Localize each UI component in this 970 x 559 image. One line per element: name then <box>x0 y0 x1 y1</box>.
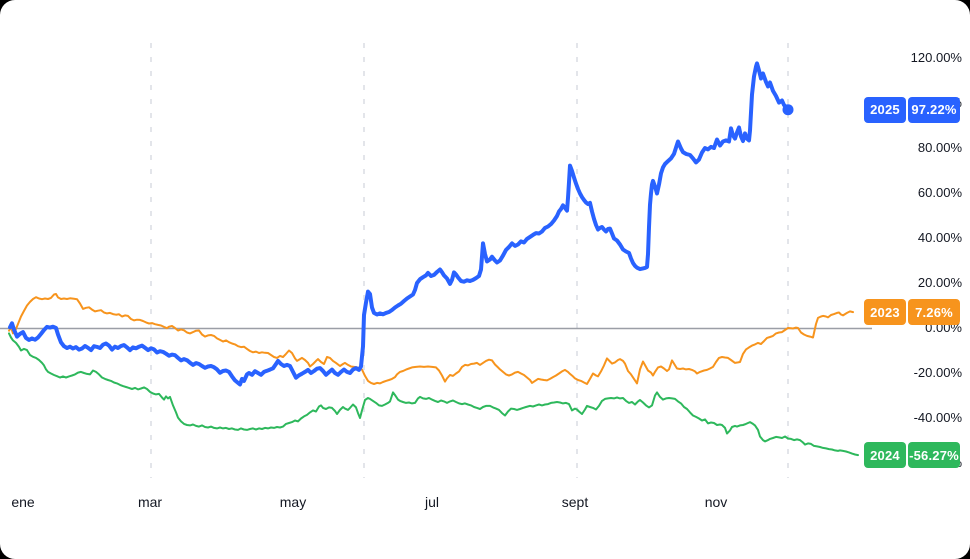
series-line-2025 <box>8 61 790 387</box>
series-line-2024 <box>8 332 859 457</box>
series-line-2023 <box>8 293 854 385</box>
series-end-dot-2025 <box>782 104 794 116</box>
